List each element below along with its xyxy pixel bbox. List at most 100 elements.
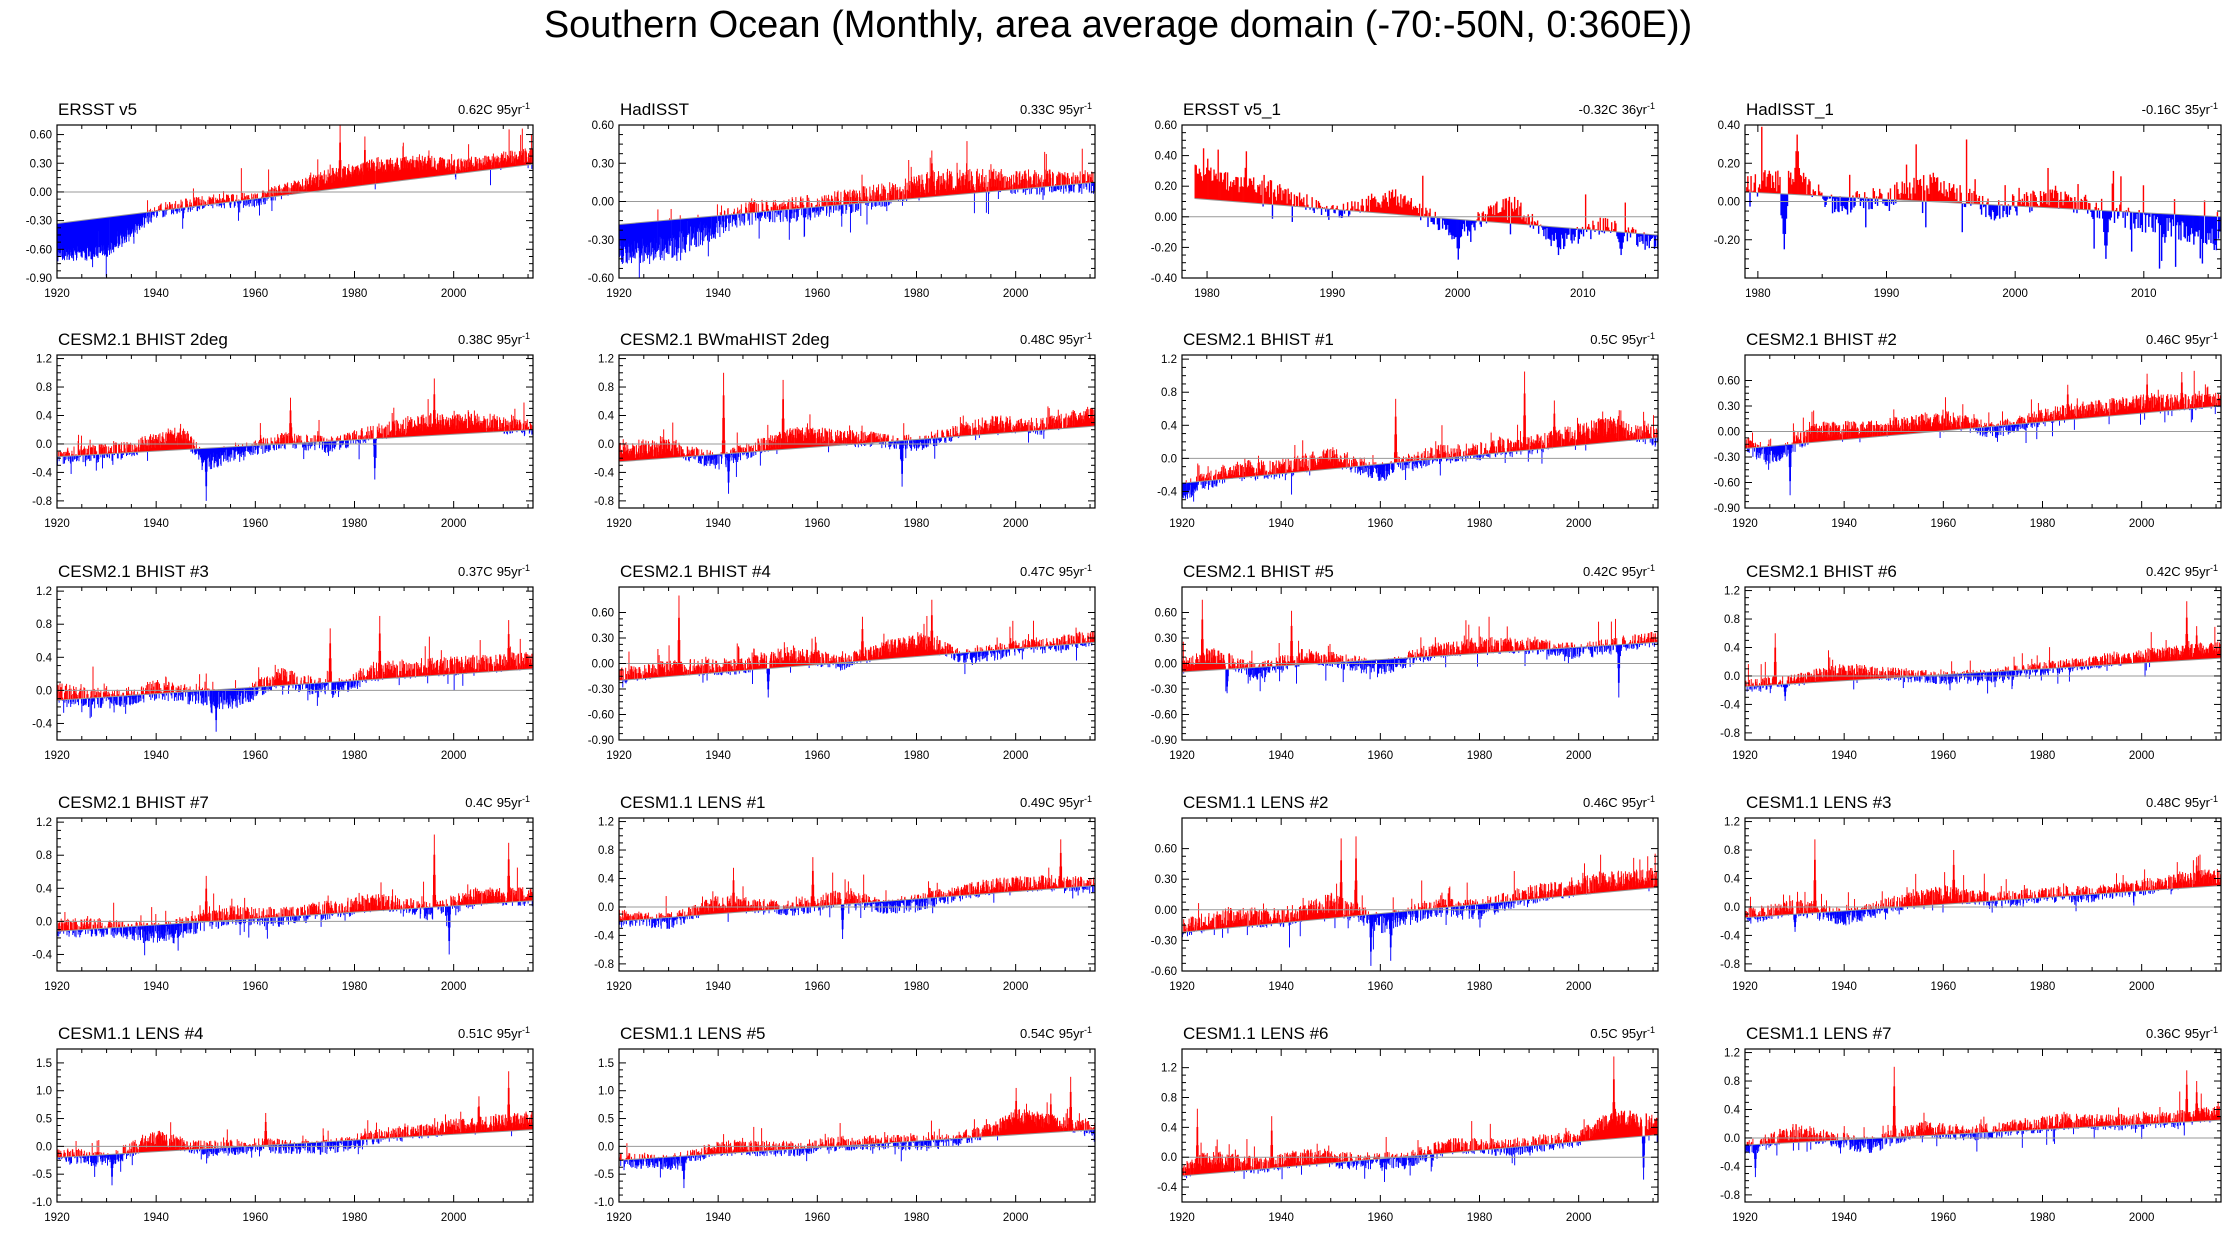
anomaly-bar [741, 213, 743, 223]
anomaly-bar [2096, 210, 2099, 218]
anomaly-bar [871, 190, 873, 203]
anomaly-bar [1041, 182, 1043, 188]
anomaly-bar [146, 445, 148, 452]
anomaly-bar [641, 441, 643, 461]
anomaly-bar [267, 197, 269, 199]
anomaly-bar [2175, 214, 2178, 226]
anomaly-bar [356, 431, 358, 440]
anomaly-bar [62, 456, 64, 464]
anomaly-bar [1356, 208, 1358, 212]
anomaly-bar [215, 197, 217, 204]
anomaly-bar [638, 439, 640, 461]
anomaly-bar [295, 443, 297, 449]
anomaly-bar [683, 456, 684, 459]
anomaly-bar [1299, 200, 1302, 207]
anomaly-bar [1787, 170, 1790, 195]
anomaly-bar [773, 204, 775, 211]
anomaly-bar [471, 156, 472, 172]
x-tick-label: 2000 [2002, 288, 2028, 300]
anomaly-bar [254, 193, 256, 199]
anomaly-bar [1937, 191, 1940, 203]
anomaly-bar [1988, 204, 1990, 216]
anomaly-bar [755, 212, 757, 221]
anomaly-bar [387, 434, 389, 438]
anomaly-bar [359, 439, 361, 445]
anomaly-bar [681, 218, 683, 253]
anomaly-bar [2015, 206, 2017, 212]
anomaly-bar [112, 453, 114, 465]
anomaly-bar [410, 419, 412, 437]
anomaly-bar [2114, 209, 2117, 212]
anomaly-bar [2168, 214, 2170, 218]
anomaly-bar [1042, 187, 1044, 200]
anomaly-bar [1963, 203, 1966, 207]
anomaly-bar [1530, 221, 1533, 226]
anomaly-bar [867, 196, 869, 203]
anomaly-bar [1628, 231, 1631, 233]
anomaly-bar [642, 443, 644, 460]
anomaly-bar [1195, 165, 1197, 199]
anomaly-bar [1351, 201, 1353, 211]
anomaly-bar [693, 456, 695, 459]
anomaly-bar [177, 204, 179, 209]
anomaly-bar [107, 453, 109, 458]
anomaly-bar [1056, 185, 1058, 190]
anomaly-bar [493, 159, 495, 170]
anomaly-bar [442, 157, 444, 176]
anomaly-bar [1912, 187, 1914, 201]
anomaly-bar [82, 449, 84, 456]
anomaly-bar [1075, 176, 1077, 185]
anomaly-bar [1432, 217, 1434, 225]
anomaly-bar [305, 442, 307, 451]
anomaly-bar [228, 197, 230, 203]
anomaly-bar [133, 449, 135, 453]
anomaly-bar [1770, 188, 1773, 194]
anomaly-bar [757, 204, 759, 213]
anomaly-bar [1462, 219, 1465, 224]
anomaly-bar [832, 198, 834, 206]
anomaly-bar [2044, 194, 2046, 208]
anomaly-bar [1810, 194, 1812, 196]
anomaly-bar [245, 446, 247, 452]
anomaly-bar [1089, 182, 1091, 191]
anomaly-bar [529, 150, 531, 165]
anomaly-bar [1655, 234, 1658, 237]
anomaly-bar [1565, 227, 1567, 234]
anomaly-bar [2147, 212, 2149, 215]
anomaly-bar [1260, 195, 1262, 204]
anomaly-bar [1769, 173, 1772, 194]
anomaly-bar [81, 450, 83, 456]
anomaly-bar [818, 200, 820, 207]
anomaly-bar [58, 456, 60, 462]
anomaly-bar [1767, 174, 1769, 194]
anomaly-bar [179, 208, 181, 213]
anomaly-bar [1887, 192, 1890, 200]
anomaly-bar [790, 209, 792, 219]
anomaly-bar [1835, 196, 1837, 210]
anomaly-bar [2171, 214, 2174, 220]
anomaly-bar [83, 448, 84, 456]
anomaly-bar [526, 156, 528, 166]
anomaly-bar [1405, 204, 1407, 216]
anomaly-bar [903, 199, 905, 201]
anomaly-bar [1037, 174, 1039, 188]
anomaly-bar [1220, 172, 1223, 201]
anomaly-bar [521, 430, 522, 433]
anomaly-bar [1848, 174, 1851, 198]
anomaly-bar [116, 453, 118, 459]
anomaly-bar [2079, 201, 2081, 210]
anomaly-bar [123, 453, 125, 455]
anomaly-bar [416, 425, 418, 437]
trend-label: 0.33C 95yr-1 [1020, 101, 1092, 117]
anomaly-bar [153, 441, 155, 452]
anomaly-bar [454, 159, 456, 175]
anomaly-bar [1761, 126, 1763, 193]
anomaly-bar [973, 187, 975, 194]
anomaly-bar [2055, 190, 2058, 209]
anomaly-bar [2120, 176, 2122, 212]
anomaly-bar [1224, 172, 1227, 201]
anomaly-bar [919, 175, 921, 198]
trend-value: 0.38C [458, 332, 493, 347]
anomaly-bar [1913, 177, 1915, 201]
